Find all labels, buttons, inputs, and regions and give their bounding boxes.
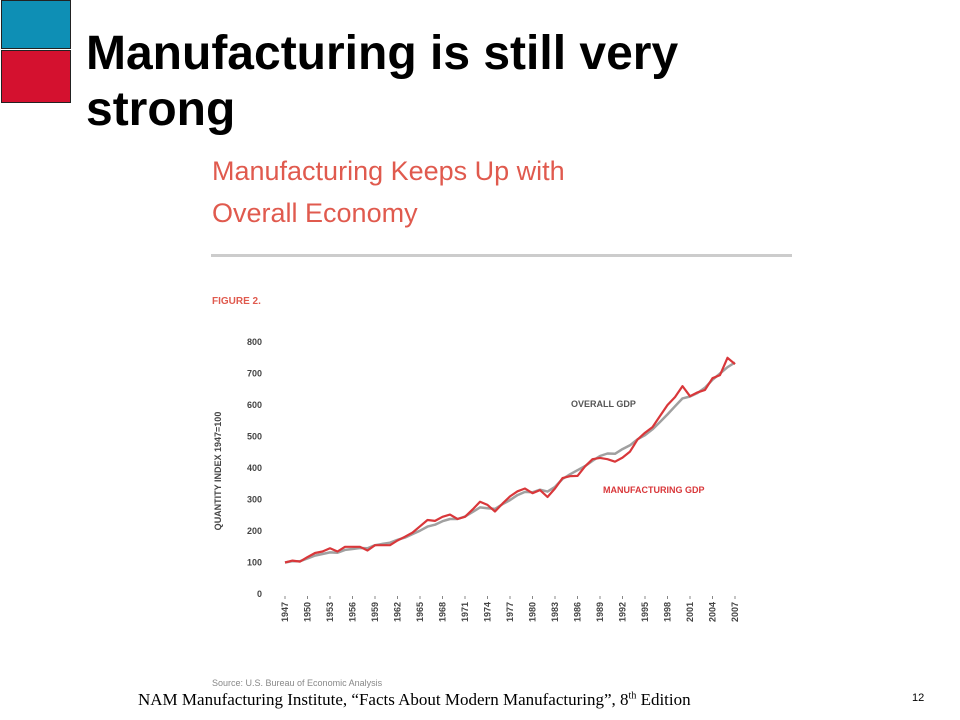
- series-label: OVERALL GDP: [571, 399, 636, 409]
- x-tick-label: 1983: [550, 602, 560, 622]
- y-tick-label: 700: [247, 369, 262, 379]
- page-number: 12: [912, 692, 925, 704]
- x-tick-label: 1977: [505, 602, 515, 622]
- x-tick-label: 1947: [280, 602, 290, 622]
- x-tick-label: 1965: [415, 602, 425, 622]
- x-tick-label: 1995: [640, 602, 650, 622]
- x-tick-label: 1956: [348, 602, 358, 622]
- x-tick-label: 1998: [663, 602, 673, 622]
- y-tick-label: 500: [247, 432, 262, 442]
- x-tick-label: 1992: [618, 602, 628, 622]
- source: Source: U.S. Bureau of Economic Analysis: [212, 678, 383, 688]
- footer-text: NAM Manufacturing Institute, “Facts Abou…: [138, 690, 629, 709]
- y-tick-label: 800: [247, 337, 262, 347]
- figure-label: FIGURE 2.: [212, 296, 261, 307]
- x-tick-label: 1968: [438, 602, 448, 622]
- series-label: MANUFACTURING GDP: [603, 485, 705, 495]
- x-tick-label: 1959: [370, 602, 380, 622]
- footer-text: Edition: [636, 690, 691, 709]
- footer-sup: th: [628, 690, 637, 702]
- chart: 0 100 200 300 400 500 600 700 800 1947 1950 1953 195…: [213, 337, 740, 622]
- x-tick-label: 1986: [573, 602, 583, 622]
- footer: NAM Manufacturing Institute, “Facts Abou…: [138, 690, 691, 710]
- x-tick-label: 1953: [325, 602, 335, 622]
- chart-title: Manufacturing Keeps Up with Overall Econ…: [212, 156, 565, 228]
- series-line: [284, 356, 736, 564]
- x-tick-label: 2001: [685, 602, 695, 622]
- y-tick-label: 400: [247, 463, 262, 473]
- slide-title: Manufacturing is still very strong: [86, 27, 679, 136]
- y-tick-label: 600: [247, 400, 262, 410]
- series-line: [284, 361, 736, 564]
- y-axis-label: QUANTITY INDEX 1947=100: [213, 412, 223, 531]
- x-tick-label: 1974: [483, 602, 493, 622]
- x-tick-label: 1971: [460, 602, 470, 622]
- y-tick-label: 300: [247, 495, 262, 505]
- divider: [211, 254, 792, 257]
- x-tick-label: 2004: [708, 602, 718, 622]
- logo-block: [1, 0, 71, 49]
- x-tick-label: 2007: [730, 602, 740, 622]
- x-tick-label: 1950: [303, 602, 313, 622]
- y-tick-label: 200: [247, 526, 262, 536]
- x-tick-label: 1980: [528, 602, 538, 622]
- logo-block: [1, 50, 71, 103]
- y-tick-label: 100: [247, 558, 262, 568]
- x-tick-label: 1962: [393, 602, 403, 622]
- y-tick-label: 0: [257, 589, 262, 599]
- x-tick-label: 1989: [595, 602, 605, 622]
